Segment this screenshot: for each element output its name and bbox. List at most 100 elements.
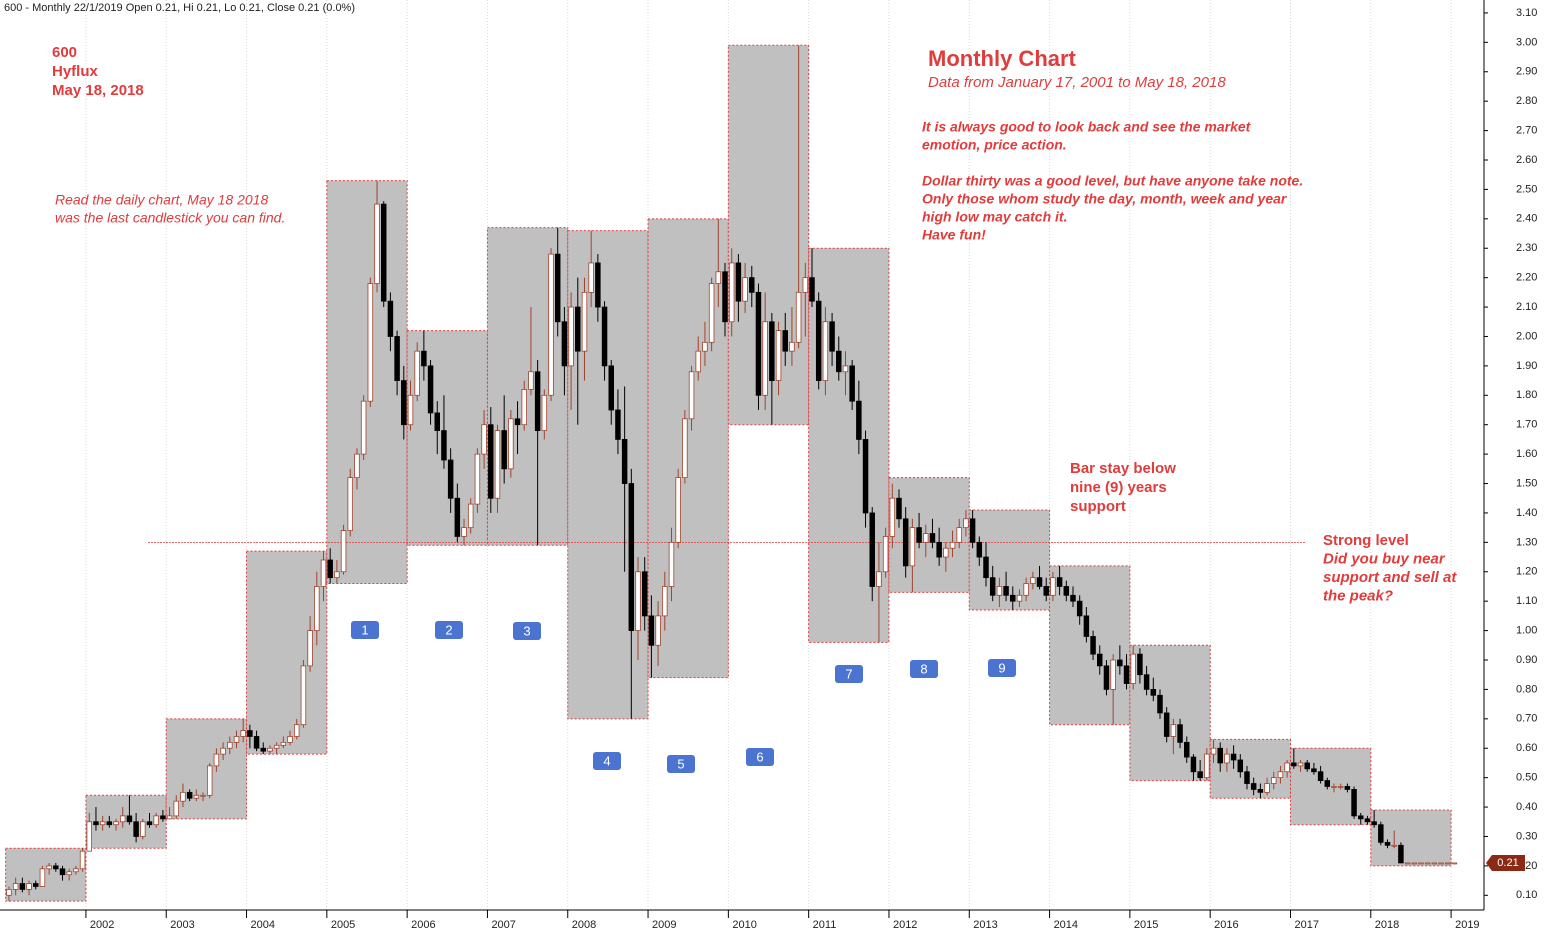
candle-body: [789, 341, 795, 352]
candle-body: [534, 371, 541, 431]
candle-body: [1244, 771, 1250, 784]
y-tick-label: 2.70: [1516, 124, 1537, 136]
candle-body: [956, 527, 962, 543]
candle-body: [943, 547, 949, 558]
marker-box: [988, 659, 1016, 677]
candle-body: [715, 271, 722, 284]
candle-body: [1431, 862, 1438, 865]
candle-body: [193, 794, 200, 799]
candle-body: [32, 883, 39, 887]
candle-body: [1010, 594, 1016, 602]
candle-body: [79, 850, 86, 870]
year-range-box: [1209, 738, 1291, 799]
candle-body: [421, 350, 427, 367]
marker-box: [910, 660, 938, 678]
y-tick-label: 3.10: [1516, 7, 1537, 19]
marker-label: 4: [603, 753, 610, 768]
candle-body: [153, 815, 159, 826]
candle-body: [1344, 786, 1351, 790]
candle-body: [1197, 771, 1203, 779]
year-range-box: [246, 550, 328, 755]
candle-body: [26, 883, 32, 890]
candle-body: [494, 430, 501, 499]
candle-body: [140, 821, 146, 837]
candle-body: [300, 665, 307, 726]
candle-body: [126, 815, 133, 823]
candle-body: [588, 262, 594, 293]
x-tick-label: 2010: [732, 919, 756, 931]
candle-body: [1083, 615, 1090, 637]
candle-body: [474, 453, 481, 505]
y-tick-label: 2.00: [1516, 330, 1537, 342]
candle-body: [1103, 665, 1110, 690]
annotation: It is always good to look back and see t…: [922, 119, 1252, 135]
y-tick-label: 0.40: [1516, 801, 1537, 813]
y-tick-label: 2.10: [1516, 301, 1537, 313]
candle-body: [775, 330, 782, 381]
candle-body: [876, 571, 882, 587]
candle-body: [795, 291, 802, 343]
candle-body: [1237, 759, 1244, 773]
candle-body: [407, 394, 414, 426]
candle-body: [755, 291, 762, 396]
candle-body: [815, 300, 822, 381]
candle-body: [1063, 586, 1070, 596]
candle-body: [842, 365, 849, 373]
candle-body: [1023, 583, 1029, 596]
candle-body: [380, 203, 387, 302]
marker-box: [667, 755, 695, 773]
candle-body: [1411, 862, 1418, 865]
annotation: Hyflux: [52, 63, 99, 80]
candle-body: [829, 321, 835, 352]
x-tick-label: 2015: [1134, 919, 1158, 931]
candle-body: [1337, 786, 1344, 788]
candle-body: [1043, 586, 1049, 596]
candle-body: [273, 744, 280, 749]
candle-body: [989, 577, 996, 596]
candle-body: [802, 277, 809, 293]
candle-body: [374, 203, 380, 284]
candle-body: [19, 883, 26, 890]
candle-body: [682, 418, 688, 479]
candle-body: [1304, 762, 1310, 770]
x-tick-label: 2004: [251, 919, 275, 931]
candle-body: [1184, 741, 1190, 758]
candle-body: [253, 736, 260, 749]
candle-body: [608, 365, 614, 411]
candle-body: [983, 556, 989, 579]
marker-box: [835, 665, 863, 683]
candle-body: [1003, 586, 1009, 596]
candle-body: [836, 350, 842, 373]
candle-body: [1324, 780, 1331, 787]
candle-body: [467, 503, 474, 529]
annotation: emotion, price action.: [922, 137, 1067, 153]
candle-body: [220, 747, 226, 755]
candle-body: [862, 439, 869, 514]
candle-body: [702, 341, 708, 352]
y-tick-label: 2.40: [1516, 213, 1537, 225]
marker-label: 8: [920, 661, 927, 676]
candle-body: [963, 518, 969, 529]
candle-body: [554, 253, 561, 323]
candle-body: [695, 350, 701, 373]
candle-body: [39, 868, 46, 887]
year-range-box: [1129, 644, 1211, 782]
x-tick-label: 2017: [1294, 919, 1318, 931]
marker-box: [593, 752, 621, 770]
candle-body: [1097, 653, 1103, 667]
candle-body: [662, 586, 668, 617]
candle-body: [1418, 862, 1424, 865]
x-tick-label: 2002: [90, 919, 114, 931]
candle-body: [1143, 674, 1150, 690]
y-tick-label: 1.90: [1516, 360, 1537, 372]
candle-body: [1271, 777, 1277, 784]
candle-body: [1204, 753, 1210, 779]
y-tick-label: 1.20: [1516, 566, 1537, 578]
candle-body: [1424, 862, 1431, 865]
annotation: Strong level: [1323, 532, 1409, 549]
candle-body: [6, 889, 12, 896]
candle-body: [949, 541, 956, 549]
candle-body: [1070, 594, 1076, 602]
y-tick-label: 2.60: [1516, 154, 1537, 166]
